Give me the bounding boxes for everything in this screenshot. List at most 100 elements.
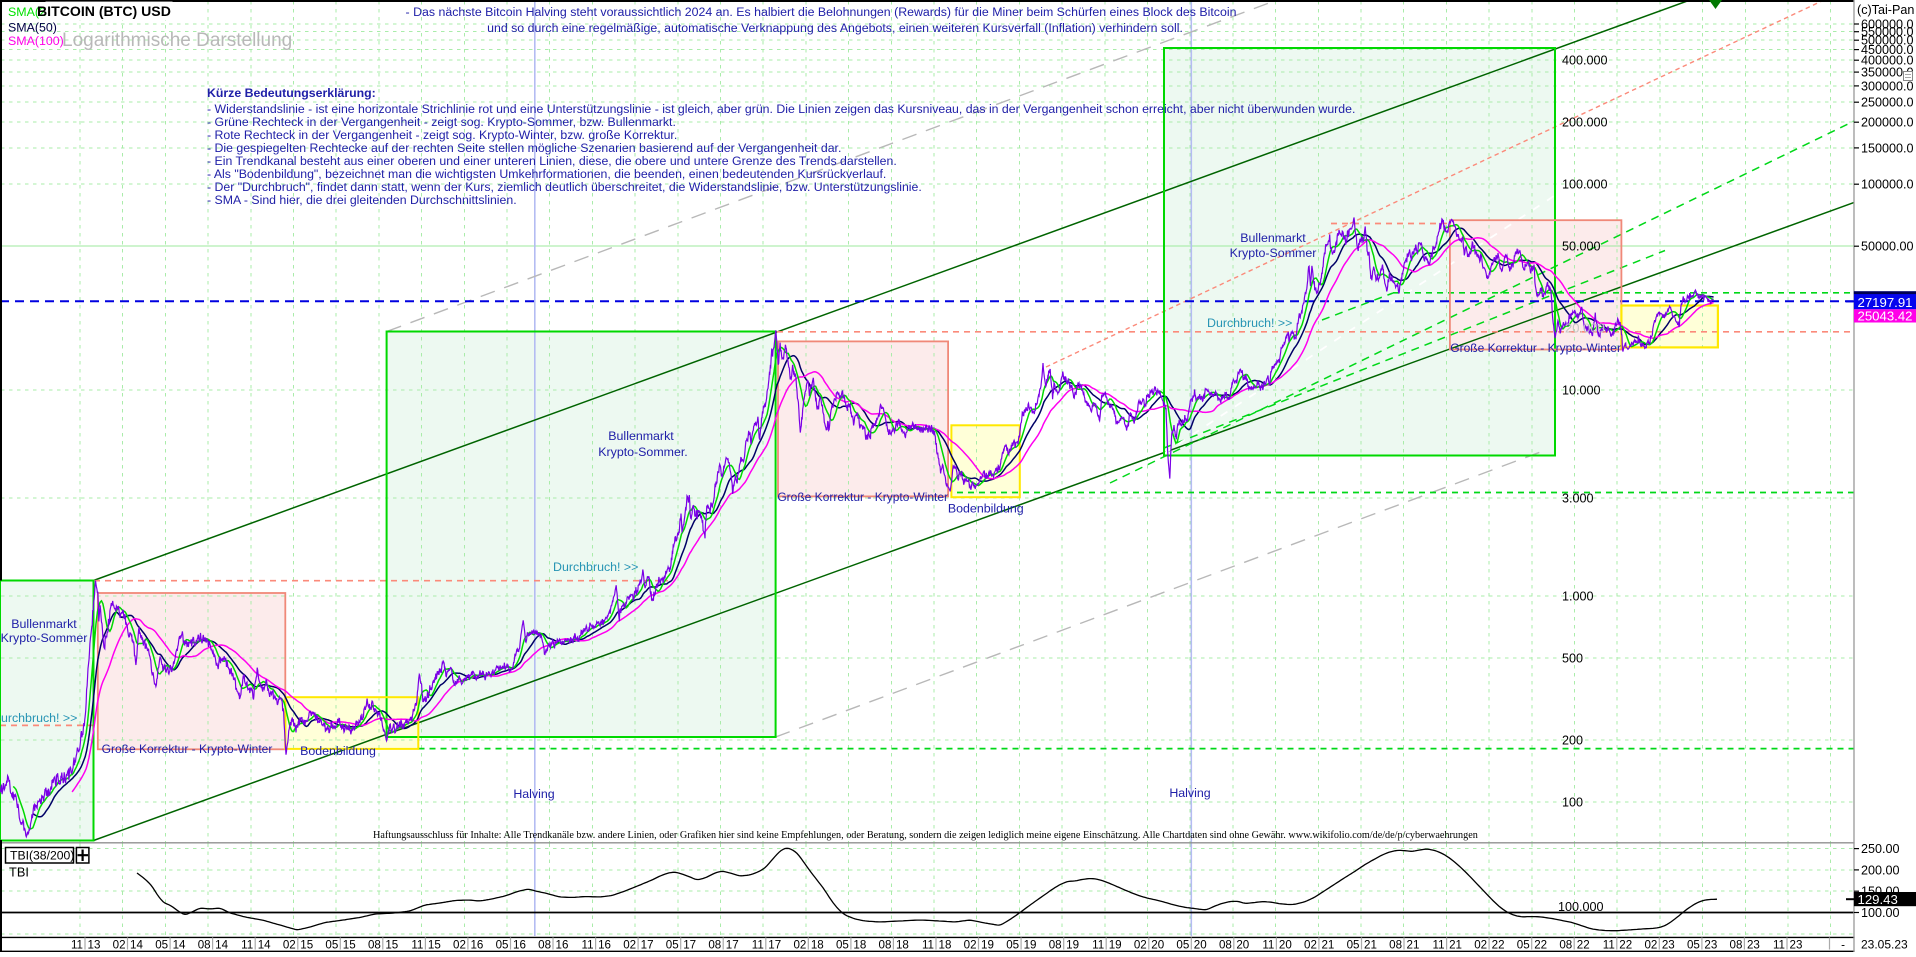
svg-text:50.000: 50.000 [1562,240,1601,254]
svg-text:400000.0: 400000.0 [1861,54,1914,68]
svg-text:- Widerstandslinie - ist eine: - Widerstandslinie - ist eine horizontal… [207,102,1355,116]
svg-text:250.00: 250.00 [1861,842,1900,856]
svg-text:17: 17 [641,939,654,952]
svg-text:23: 23 [1662,939,1675,952]
svg-text:08: 08 [198,939,211,952]
svg-text:Krypto-Sommer: Krypto-Sommer [1230,246,1317,260]
svg-text:Kürze Bedeutungserklärung:: Kürze Bedeutungserklärung: [207,86,376,100]
svg-text:- Als "Bodenbildung", bezeichn: - Als "Bodenbildung", bezeichnet man die… [207,167,886,181]
svg-text:10.000: 10.000 [1562,384,1601,398]
svg-text:14: 14 [173,939,186,952]
svg-text:- SMA - Sind hier, die drei gl: - SMA - Sind hier, die drei gleitenden D… [207,193,517,207]
svg-text:08: 08 [538,939,551,952]
svg-text:11: 11 [752,939,764,952]
svg-text:TBI: TBI [9,865,29,880]
svg-text:05: 05 [1006,939,1019,952]
svg-text:22: 22 [1534,939,1547,952]
svg-text:20: 20 [1279,939,1292,952]
svg-text:Durchbruch! >>: Durchbruch! >> [1207,316,1292,330]
svg-text:02: 02 [1474,939,1487,952]
svg-text:21: 21 [1364,939,1377,952]
svg-text:11: 11 [411,939,423,952]
svg-text:600000.0: 600000.0 [1861,18,1914,32]
svg-text:05: 05 [155,939,168,952]
svg-text:- Der "Durchbruch", findet dan: - Der "Durchbruch", findet dann statt, w… [207,180,922,194]
svg-text:19: 19 [1109,939,1122,952]
svg-text:3.000: 3.000 [1562,491,1594,505]
svg-text:400.000: 400.000 [1562,54,1608,68]
svg-text:23: 23 [1747,939,1760,952]
svg-text:08: 08 [1219,939,1232,952]
svg-text:200.000: 200.000 [1562,116,1608,130]
svg-text:Bodenbildung: Bodenbildung [948,502,1024,516]
svg-text:08: 08 [1559,939,1572,952]
svg-text:08: 08 [879,939,892,952]
svg-text:50000.00: 50000.00 [1861,240,1914,254]
svg-text:BITCOIN (BTC) USD: BITCOIN (BTC) USD [37,3,171,19]
svg-text:500000.0: 500000.0 [1861,34,1914,48]
svg-text:Halving: Halving [1169,786,1210,800]
svg-text:20: 20 [1236,939,1249,952]
svg-text:18: 18 [853,939,866,952]
svg-text:05: 05 [1687,939,1700,952]
svg-text:19: 19 [981,939,994,952]
svg-text:200000.0: 200000.0 [1861,116,1914,130]
svg-text:11: 11 [1262,939,1274,952]
svg-text:08: 08 [1049,939,1062,952]
svg-text:Logarithmische Darstellung: Logarithmische Darstellung [62,30,292,51]
svg-text:27197.91: 27197.91 [1858,295,1913,310]
svg-text:19: 19 [1024,939,1037,952]
svg-text:21: 21 [1407,939,1420,952]
svg-text:- Die gespiegelten Rechtecke a: - Die gespiegelten Rechtecke auf der rec… [207,141,841,155]
svg-text:(c)Tai-Pan: (c)Tai-Pan [1857,3,1914,17]
svg-text:11: 11 [71,939,83,952]
svg-text:15: 15 [428,939,441,952]
svg-text:SMA(100): SMA(100) [8,34,64,48]
svg-text:15: 15 [385,939,398,952]
svg-text:02: 02 [1644,939,1657,952]
svg-text:22: 22 [1577,939,1590,952]
svg-text:18: 18 [896,939,909,952]
svg-text:22: 22 [1492,939,1505,952]
svg-text:17: 17 [726,939,739,952]
svg-text:Bullenmarkt: Bullenmarkt [608,429,674,443]
svg-text:und so durch eine regelmäßige,: und so durch eine regelmäßige, automatis… [487,21,1183,35]
svg-text:Große Korrektur - Krypto-Winte: Große Korrektur - Krypto-Winter [102,742,273,756]
svg-text:100.00: 100.00 [1861,906,1900,920]
svg-text:18: 18 [811,939,824,952]
svg-text:05: 05 [496,939,509,952]
svg-text:21: 21 [1449,939,1462,952]
svg-text:13: 13 [88,939,101,952]
svg-text:TBI(38/200): TBI(38/200) [10,849,74,863]
svg-text:08: 08 [368,939,381,952]
svg-text:Große Korrektur - Krypto-Winte: Große Korrektur - Krypto-Winter [1450,341,1621,355]
svg-text:SMA(50): SMA(50) [8,21,57,35]
svg-text:20.000: 20.000 [1565,321,1605,336]
svg-text:05: 05 [1176,939,1189,952]
svg-text:Krypto-Sommer: Krypto-Sommer [1,631,88,645]
svg-text:150000.0: 150000.0 [1861,141,1914,155]
svg-text:Bullenmarkt: Bullenmarkt [1240,231,1306,245]
svg-text:14: 14 [258,939,271,952]
svg-text:05: 05 [1347,939,1360,952]
svg-text:11: 11 [241,939,253,952]
svg-text:550000.0: 550000.0 [1861,25,1914,39]
svg-text:05: 05 [836,939,849,952]
svg-text:16: 16 [556,939,569,952]
svg-text:Haftungsausschluss für Inhalte: Haftungsausschluss für Inhalte: Alle Tre… [373,830,1478,841]
svg-text:19: 19 [1066,939,1079,952]
svg-text:11: 11 [1773,939,1785,952]
svg-text:200.00: 200.00 [1861,863,1900,877]
svg-text:02: 02 [113,939,126,952]
svg-text:18: 18 [939,939,952,952]
svg-text:16: 16 [470,939,483,952]
svg-text:16: 16 [598,939,611,952]
svg-text:11: 11 [1092,939,1104,952]
svg-text:300000.0: 300000.0 [1861,79,1914,93]
svg-text:02: 02 [793,939,806,952]
svg-text:Krypto-Sommer.: Krypto-Sommer. [598,445,688,459]
svg-text:11: 11 [922,939,934,952]
svg-text:- Ein Trendkanal besteht aus e: - Ein Trendkanal besteht aus einer obere… [207,154,897,168]
svg-text:- Das nächste Bitcoin Halving: - Das nächste Bitcoin Halving steht vora… [406,5,1237,19]
svg-text:17: 17 [768,939,781,952]
